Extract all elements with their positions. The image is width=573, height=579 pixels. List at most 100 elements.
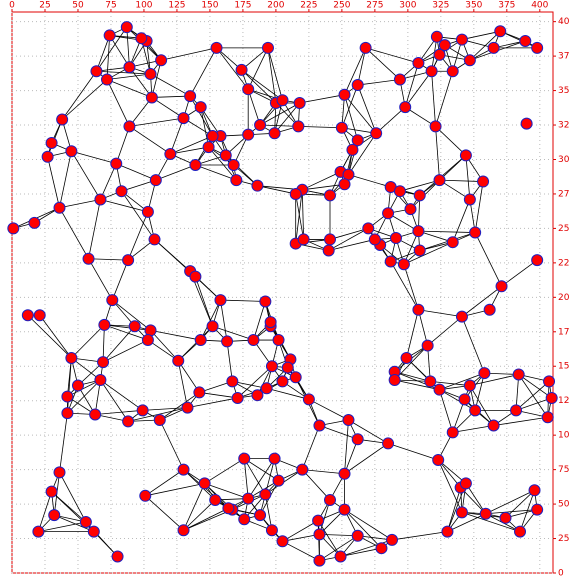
- edge: [195, 164, 237, 181]
- edge: [465, 483, 487, 514]
- edge: [244, 458, 279, 481]
- node: [206, 320, 219, 333]
- node: [351, 134, 364, 147]
- edge: [247, 458, 275, 499]
- edge: [61, 71, 97, 120]
- node: [433, 174, 446, 187]
- node: [135, 32, 148, 45]
- node: [136, 404, 149, 417]
- node: [384, 255, 397, 268]
- edge: [247, 47, 269, 90]
- edge: [150, 330, 179, 361]
- y-tick-label: 15: [558, 362, 569, 372]
- edge: [461, 30, 501, 40]
- edge: [189, 47, 217, 97]
- node: [455, 506, 468, 519]
- node: [153, 414, 166, 426]
- edge: [418, 309, 463, 318]
- node: [259, 488, 272, 501]
- y-tick-label: 40: [558, 17, 570, 27]
- node: [413, 244, 426, 257]
- node: [499, 511, 512, 524]
- edge: [301, 469, 331, 501]
- node: [433, 48, 446, 61]
- node: [382, 437, 395, 450]
- edge: [129, 117, 184, 127]
- node: [221, 335, 234, 348]
- edge: [435, 71, 454, 127]
- edge: [88, 258, 113, 301]
- edge: [406, 309, 419, 359]
- node: [338, 88, 351, 101]
- y-tick-label: 27: [558, 189, 569, 199]
- node: [110, 157, 123, 170]
- edge: [204, 483, 249, 499]
- edge: [301, 189, 305, 240]
- node: [335, 121, 348, 134]
- node: [463, 379, 476, 392]
- edge: [439, 389, 476, 411]
- edge: [151, 97, 184, 119]
- node: [193, 386, 206, 399]
- edge: [151, 60, 162, 98]
- edge: [106, 73, 151, 80]
- edge: [241, 69, 277, 104]
- node: [469, 404, 482, 417]
- node: [53, 201, 66, 214]
- edge: [170, 135, 213, 155]
- edge: [220, 300, 228, 342]
- node: [512, 368, 525, 381]
- node: [61, 407, 74, 420]
- node: [87, 525, 100, 538]
- edge: [155, 164, 196, 181]
- y-tick-label: 30: [558, 155, 570, 165]
- edge: [100, 163, 117, 200]
- edge: [169, 117, 184, 155]
- edge: [344, 509, 393, 541]
- edge: [461, 285, 502, 317]
- edge: [177, 360, 200, 393]
- node: [292, 120, 305, 133]
- node: [463, 193, 476, 206]
- node: [247, 334, 260, 347]
- node: [139, 489, 152, 502]
- node: [123, 61, 136, 74]
- node: [334, 550, 347, 563]
- y-tick-label: 10: [558, 431, 570, 441]
- edge: [515, 397, 552, 411]
- edge: [317, 520, 341, 557]
- edge: [295, 193, 305, 240]
- edge: [183, 507, 229, 531]
- edge: [170, 146, 209, 155]
- edge: [435, 126, 467, 156]
- node: [446, 65, 459, 78]
- node: [272, 334, 285, 347]
- edge: [187, 397, 238, 408]
- edge: [183, 509, 233, 531]
- edge: [104, 324, 149, 341]
- edge: [142, 407, 188, 411]
- edge: [59, 472, 87, 523]
- node: [438, 39, 451, 52]
- node: [359, 41, 372, 54]
- node: [238, 452, 251, 465]
- edge: [348, 133, 377, 175]
- node: [120, 21, 133, 34]
- edge: [447, 513, 486, 533]
- edge: [104, 324, 151, 331]
- node: [446, 426, 459, 439]
- node: [424, 375, 437, 388]
- edge: [100, 379, 129, 422]
- node: [487, 419, 500, 432]
- x-tick-label: 150: [201, 1, 218, 11]
- node: [79, 516, 92, 528]
- edge: [189, 95, 213, 137]
- node: [115, 185, 128, 198]
- node: [397, 258, 410, 271]
- edge: [357, 79, 400, 86]
- edge: [257, 185, 296, 195]
- node: [265, 360, 278, 373]
- x-tick-label: 175: [234, 1, 251, 11]
- edge: [328, 228, 369, 251]
- x-tick-label: 100: [135, 1, 152, 11]
